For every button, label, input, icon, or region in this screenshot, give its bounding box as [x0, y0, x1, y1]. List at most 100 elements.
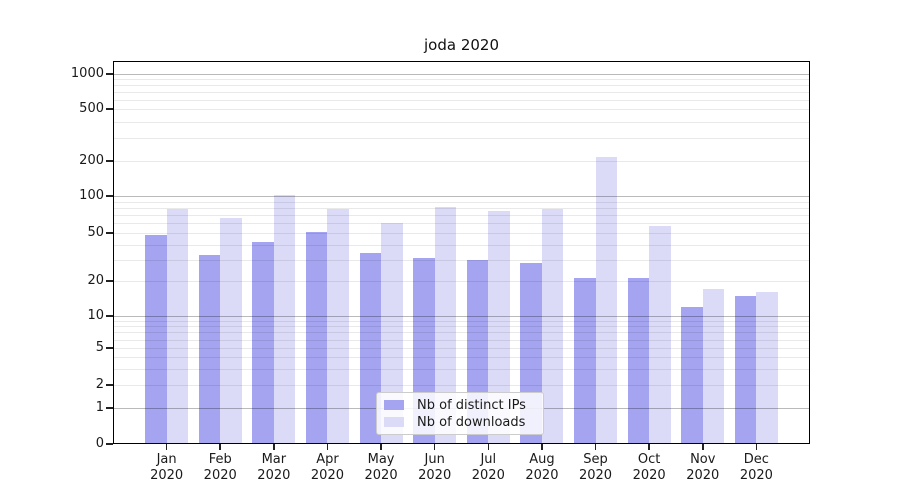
gridline-minor-500	[113, 109, 810, 110]
x-tick-label-nov: Nov 2020	[671, 452, 735, 484]
chart-title: joda 2020	[424, 36, 499, 54]
y-tick-label-0: 0	[95, 436, 104, 451]
y-tick-200	[106, 160, 113, 162]
x-tick-year: 2020	[471, 468, 505, 483]
x-tick-year: 2020	[364, 468, 398, 483]
bar-downloads-jan	[166, 209, 189, 444]
bar-downloads-feb	[220, 218, 242, 444]
legend-swatch-downloads	[384, 417, 404, 427]
x-tick-month: Dec	[743, 452, 769, 467]
x-tick-label-aug: Aug 2020	[510, 452, 574, 484]
y-tick-5	[106, 347, 113, 349]
x-tick-month: Feb	[208, 452, 232, 467]
bar-downloads-apr	[327, 209, 349, 444]
x-tick-year: 2020	[150, 468, 184, 483]
gridline-minor-5	[113, 348, 810, 349]
gridline-minor-50	[113, 233, 810, 234]
x-tick-year: 2020	[578, 468, 613, 483]
gridline-minor-200	[113, 161, 810, 162]
bar-downloads-mar	[273, 195, 296, 444]
x-tick-month: Jan	[156, 452, 177, 467]
y-tick-label-10: 10	[87, 308, 104, 323]
legend: Nb of distinct IPs Nb of downloads	[376, 392, 544, 435]
legend-label-distinct-ips: Nb of distinct IPs	[417, 397, 526, 413]
gridline-minor-2	[113, 385, 810, 386]
gridline-minor-3	[113, 368, 810, 370]
y-tick-label-2: 2	[95, 377, 104, 392]
y-tick-1000	[106, 73, 113, 75]
y-tick-label-1000: 1000	[70, 66, 104, 81]
gridline-minor-600	[113, 99, 810, 101]
gridline-minor-6	[113, 339, 810, 341]
x-tick-month: Jun	[424, 452, 445, 467]
gridline-minor-9	[113, 320, 810, 322]
gridline-minor-60	[113, 223, 810, 225]
gridline-minor-900	[113, 79, 810, 81]
x-tick-year: 2020	[739, 468, 773, 483]
x-tick-label-may: May 2020	[349, 452, 413, 484]
x-tick-label-oct: Oct 2020	[617, 452, 681, 484]
x-tick-apr	[326, 444, 329, 450]
x-tick-dec	[755, 444, 758, 450]
gridline-minor-7	[113, 332, 810, 334]
bar-distinct-ips-feb	[198, 254, 221, 444]
y-tick-label-200: 200	[79, 153, 104, 168]
legend-item-downloads: Nb of downloads	[384, 415, 536, 430]
legend-item-distinct-ips: Nb of distinct IPs	[384, 398, 536, 413]
y-tick-50	[106, 232, 113, 234]
x-tick-label-apr: Apr 2020	[295, 452, 359, 484]
y-tick-label-5: 5	[95, 340, 104, 355]
x-tick-nov	[702, 444, 704, 450]
y-tick-label-20: 20	[87, 273, 104, 288]
gridline-minor-70	[113, 215, 810, 217]
y-tick-10	[106, 315, 113, 317]
x-tick-label-jun: Jun 2020	[403, 452, 467, 484]
y-tick-label-100: 100	[79, 188, 104, 203]
y-tick-500	[106, 108, 113, 110]
x-tick-year: 2020	[632, 468, 666, 483]
x-tick-may	[380, 444, 382, 450]
x-tick-month: Aug	[529, 452, 555, 467]
bar-downloads-aug	[541, 209, 564, 444]
x-tick-jan	[165, 444, 168, 450]
y-tick-100	[106, 195, 113, 197]
bar-distinct-ips-mar	[252, 242, 274, 444]
x-tick-label-feb: Feb 2020	[188, 452, 252, 484]
y-tick-1	[106, 407, 113, 409]
bar-distinct-ips-jan	[145, 235, 167, 444]
x-tick-oct	[648, 444, 650, 450]
gridline-minor-400	[113, 121, 810, 123]
y-tick-20	[106, 280, 113, 282]
y-tick-label-50: 50	[87, 225, 104, 240]
x-tick-year: 2020	[257, 468, 291, 483]
x-tick-year: 2020	[525, 468, 559, 483]
gridline-minor-4	[113, 357, 810, 358]
gridline-major-10	[113, 316, 810, 317]
x-tick-month: May	[367, 452, 395, 467]
x-tick-month: Mar	[261, 452, 287, 467]
y-tick-label-1: 1	[95, 400, 104, 415]
gridline-minor-700	[113, 92, 810, 93]
bar-downloads-oct	[649, 226, 671, 444]
gridline-minor-40	[113, 244, 810, 246]
x-tick-year: 2020	[203, 468, 237, 483]
x-tick-year: 2020	[418, 468, 452, 483]
bar-distinct-ips-sep	[574, 278, 596, 444]
x-tick-aug	[541, 444, 543, 450]
x-tick-year: 2020	[310, 468, 344, 483]
gridline-minor-90	[113, 201, 810, 203]
y-tick-2	[106, 384, 113, 386]
x-tick-label-mar: Mar 2020	[242, 452, 306, 484]
gridline-major-1000	[113, 74, 810, 75]
y-tick-0	[106, 443, 113, 445]
gridline-minor-800	[113, 85, 810, 87]
gridline-minor-80	[113, 207, 810, 209]
x-tick-sep	[594, 444, 597, 450]
x-tick-mar	[273, 444, 275, 450]
legend-swatch-distinct-ips	[384, 400, 404, 410]
x-tick-month: Apr	[316, 452, 339, 467]
bar-downloads-jul	[488, 210, 510, 444]
bar-distinct-ips-may	[359, 253, 382, 444]
x-tick-month: Jul	[480, 452, 497, 467]
